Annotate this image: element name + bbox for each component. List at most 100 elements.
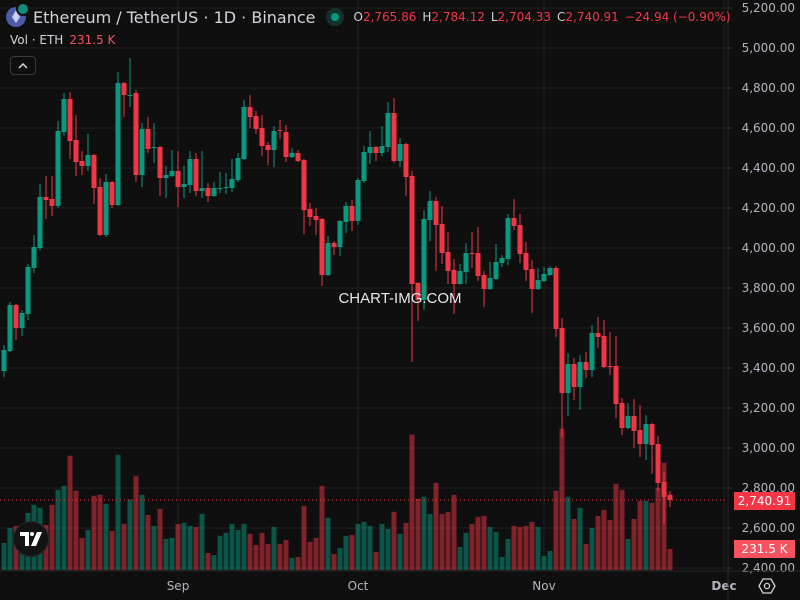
candle bbox=[589, 325, 595, 377]
volume-bar bbox=[595, 515, 601, 570]
candle-body bbox=[403, 144, 409, 177]
date-tick-label: Sep bbox=[167, 579, 190, 593]
candle bbox=[253, 111, 259, 134]
volume-bar bbox=[391, 511, 397, 570]
candle bbox=[43, 176, 49, 219]
candle-body bbox=[625, 416, 631, 428]
volume-bar bbox=[307, 541, 313, 570]
candle bbox=[523, 242, 529, 281]
volume-bar bbox=[49, 504, 55, 570]
candle bbox=[205, 183, 211, 202]
volume-bar bbox=[403, 522, 409, 570]
volume-bar bbox=[121, 523, 127, 570]
candle-body bbox=[433, 201, 439, 225]
price-tick-label: 4,800.00 bbox=[742, 81, 795, 95]
volume-bar bbox=[67, 455, 73, 570]
candle bbox=[547, 266, 553, 276]
volume-bar bbox=[553, 490, 559, 570]
candle-body bbox=[493, 262, 499, 279]
volume-bar bbox=[445, 511, 451, 570]
candle-body bbox=[499, 258, 505, 263]
candle-body bbox=[571, 364, 577, 387]
volume-bar bbox=[193, 526, 199, 570]
candle bbox=[613, 336, 619, 418]
candle bbox=[577, 355, 583, 410]
candle-body bbox=[523, 253, 529, 270]
candle bbox=[331, 241, 337, 255]
candle-body bbox=[265, 145, 271, 150]
candle bbox=[247, 95, 253, 128]
price-tick-label: 3,600.00 bbox=[742, 321, 795, 335]
symbol-title[interactable]: Ethereum / TetherUS · 1D · Binance bbox=[33, 7, 316, 27]
volume-bar bbox=[541, 556, 547, 570]
volume-bar bbox=[667, 548, 673, 570]
volume-bar bbox=[139, 494, 145, 570]
candle-body bbox=[415, 283, 421, 300]
candle-body bbox=[1, 350, 7, 371]
price-tick-label: 2,600.00 bbox=[742, 521, 795, 535]
ohlc-low: L2,704.33 bbox=[490, 10, 551, 24]
candle-body bbox=[487, 278, 493, 289]
volume-bar bbox=[511, 525, 517, 570]
volume-bar bbox=[487, 526, 493, 570]
volume-bar bbox=[199, 513, 205, 570]
tradingview-logo[interactable] bbox=[13, 521, 49, 557]
candle bbox=[505, 214, 511, 265]
market-status-icon[interactable] bbox=[325, 8, 344, 26]
volume-bar bbox=[469, 523, 475, 570]
volume-bar bbox=[109, 530, 115, 570]
candle bbox=[37, 184, 43, 250]
volume-bar bbox=[271, 526, 277, 570]
candle bbox=[97, 178, 103, 236]
settings-icon[interactable] bbox=[758, 577, 776, 595]
candle bbox=[421, 210, 427, 310]
candle-body bbox=[283, 132, 289, 157]
candle bbox=[391, 98, 397, 163]
candle-body bbox=[67, 99, 73, 141]
candle bbox=[385, 102, 391, 152]
candle-body bbox=[643, 424, 649, 444]
candle-body bbox=[7, 305, 13, 351]
volume-bar bbox=[505, 538, 511, 570]
candle-body bbox=[475, 253, 481, 276]
volume-bar bbox=[259, 532, 265, 570]
price-tick-label: 2,800.00 bbox=[742, 481, 795, 495]
candle bbox=[211, 182, 217, 197]
candle bbox=[469, 232, 475, 268]
candle-body bbox=[373, 147, 379, 153]
candle-body bbox=[61, 99, 67, 132]
candle-body bbox=[439, 224, 445, 253]
volume-bar bbox=[493, 531, 499, 570]
candle-body bbox=[325, 243, 331, 275]
price-tick-label: 3,800.00 bbox=[742, 281, 795, 295]
collapse-legend-button[interactable] bbox=[10, 56, 36, 75]
volume-bar bbox=[535, 526, 541, 570]
candle bbox=[133, 90, 139, 182]
volume-bar bbox=[319, 485, 325, 570]
candle-body bbox=[55, 131, 61, 206]
candle bbox=[487, 262, 493, 290]
volume-bar bbox=[163, 538, 169, 570]
candle bbox=[343, 202, 349, 233]
candle bbox=[67, 92, 73, 159]
price-tick-label: 4,600.00 bbox=[742, 121, 795, 135]
candle bbox=[361, 146, 367, 183]
candle bbox=[433, 197, 439, 271]
candle-body bbox=[655, 444, 661, 483]
volume-bar bbox=[253, 544, 259, 570]
price-tick-label: 3,200.00 bbox=[742, 401, 795, 415]
candle bbox=[7, 302, 13, 352]
candle bbox=[427, 191, 433, 241]
candle bbox=[31, 235, 37, 273]
candle-body bbox=[229, 179, 235, 188]
volume-bar bbox=[643, 500, 649, 570]
candle-body bbox=[121, 83, 127, 95]
volume-bar bbox=[523, 525, 529, 570]
volume-legend: Vol · ETH 231.5 K bbox=[10, 33, 115, 47]
ohlc-high: H2,784.12 bbox=[422, 10, 485, 24]
candle-body bbox=[73, 140, 79, 162]
candle bbox=[451, 259, 457, 314]
candle bbox=[319, 218, 325, 286]
volume-bar bbox=[103, 503, 109, 570]
